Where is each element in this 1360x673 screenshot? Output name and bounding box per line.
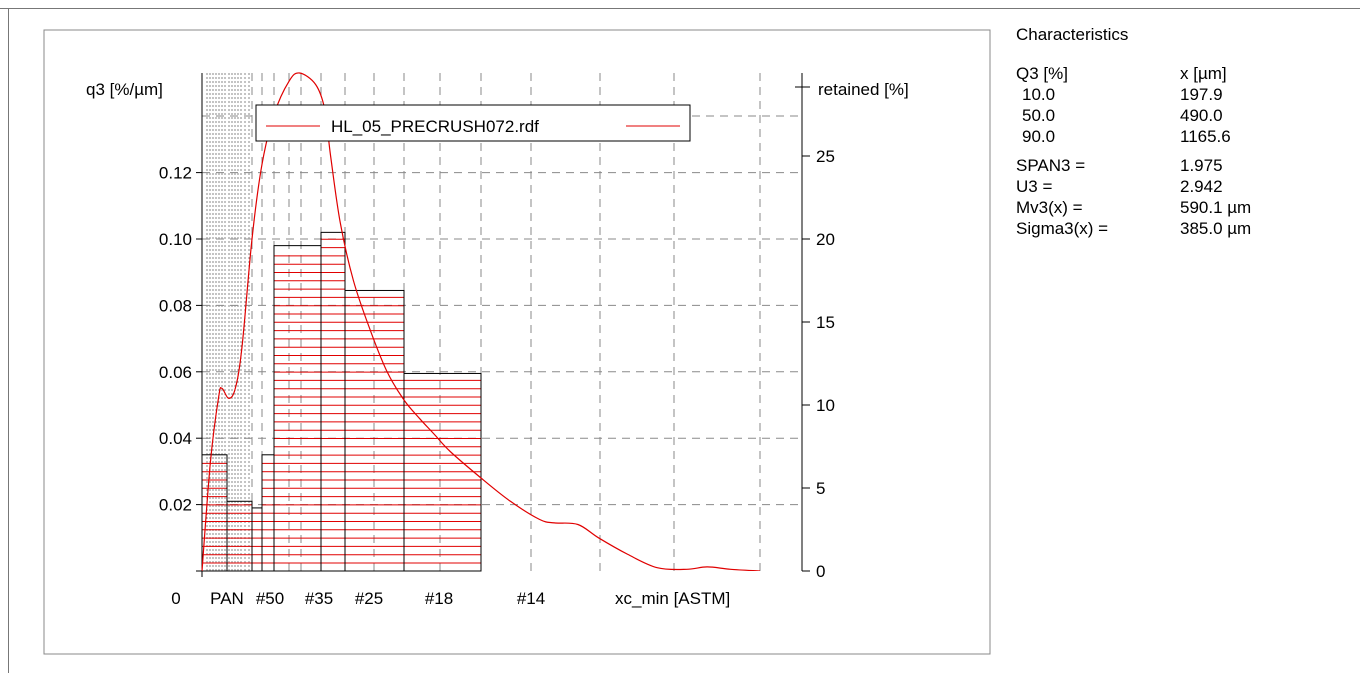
y-right-tick-label: 25 <box>816 147 835 166</box>
x-tick-label: #18 <box>425 589 453 608</box>
y-right-tick-label: 20 <box>816 230 835 249</box>
legend: HL_05_PRECRUSH072.rdf <box>255 104 691 142</box>
histogram-bar <box>344 289 405 572</box>
y-left-tick-label: 0.06 <box>159 363 192 382</box>
x-tick-label: #35 <box>305 589 333 608</box>
y-right-tick-label: 5 <box>816 479 825 498</box>
density-curve-line <box>201 72 761 571</box>
histogram-bar <box>403 372 482 572</box>
x-axis-label: xc_min [ASTM] <box>615 589 730 608</box>
quantile-x: 1165.6 <box>1180 127 1231 146</box>
x-tick-label: #25 <box>355 589 383 608</box>
x-tick-label: #50 <box>256 589 284 608</box>
legend-box <box>255 104 691 142</box>
window-left-border <box>8 8 9 673</box>
quantile-x: 197.9 <box>1180 85 1223 104</box>
quantile-x: 490.0 <box>1180 106 1223 125</box>
characteristics-title: Characteristics <box>1016 25 1129 44</box>
x-tick-label: PAN <box>210 589 244 608</box>
quantile-q: 50.0 <box>1022 106 1056 125</box>
tick-labels: 0.02 0.04 0.06 0.08 0.10 0.12 0 5 10 15 20 25 0 PAN #5… <box>159 86 835 608</box>
y-right-tick-label: 10 <box>816 396 835 415</box>
legend-label: HL_05_PRECRUSH072.rdf <box>331 117 539 136</box>
quantile-q: 90.0 <box>1022 127 1056 146</box>
bar-outline <box>403 372 482 572</box>
stat-label: Mv3(x) = <box>1016 198 1083 217</box>
y-left-tick-label: 0.10 <box>159 230 192 249</box>
y-left-tick-label: 0.12 <box>159 164 192 183</box>
x-tick-label: #14 <box>517 589 545 608</box>
y-right-axis-label: retained [%] <box>818 80 909 99</box>
stat-value: 385.0 µm <box>1180 219 1252 238</box>
stat-label: SPAN3 = <box>1016 156 1086 175</box>
stat-label: Sigma3(x) = <box>1016 219 1109 238</box>
header-q3: Q3 [%] <box>1016 64 1068 83</box>
histogram-bars <box>201 231 482 572</box>
stat-label: U3 = <box>1016 177 1053 196</box>
density-curve <box>201 72 761 571</box>
y-left-tick-label: 0.02 <box>159 496 192 515</box>
particle-size-chart: 0.02 0.04 0.06 0.08 0.10 0.12 0 5 10 15 20 25 0 PAN #5… <box>43 29 991 655</box>
y-right-tick-label: 15 <box>816 313 835 332</box>
stat-value: 590.1 µm <box>1180 198 1252 217</box>
y-left-axis-label: q3 [%/µm] <box>86 80 163 99</box>
stat-value: 2.942 <box>1180 177 1223 196</box>
y-left-tick-label: 0.04 <box>159 429 192 448</box>
y-left-tick-label: 0.08 <box>159 296 192 315</box>
x-tick-label: 0 <box>171 589 180 608</box>
stat-value: 1.975 <box>1180 156 1223 175</box>
y-right-tick-label: 0 <box>816 562 825 581</box>
window-top-border <box>0 8 1360 9</box>
quantile-q: 10.0 <box>1022 85 1056 104</box>
header-x: x [µm] <box>1180 64 1227 83</box>
